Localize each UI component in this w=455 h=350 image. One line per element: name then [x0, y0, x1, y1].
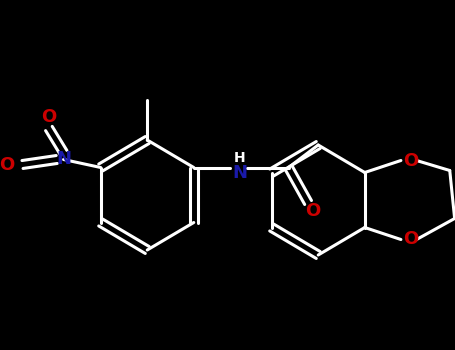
Text: H: H: [234, 150, 246, 164]
Text: O: O: [403, 152, 418, 169]
Text: N: N: [56, 150, 71, 168]
Text: O: O: [41, 107, 56, 126]
Text: O: O: [0, 155, 15, 174]
Text: N: N: [232, 163, 247, 182]
Text: O: O: [305, 202, 321, 219]
Text: O: O: [403, 231, 418, 248]
